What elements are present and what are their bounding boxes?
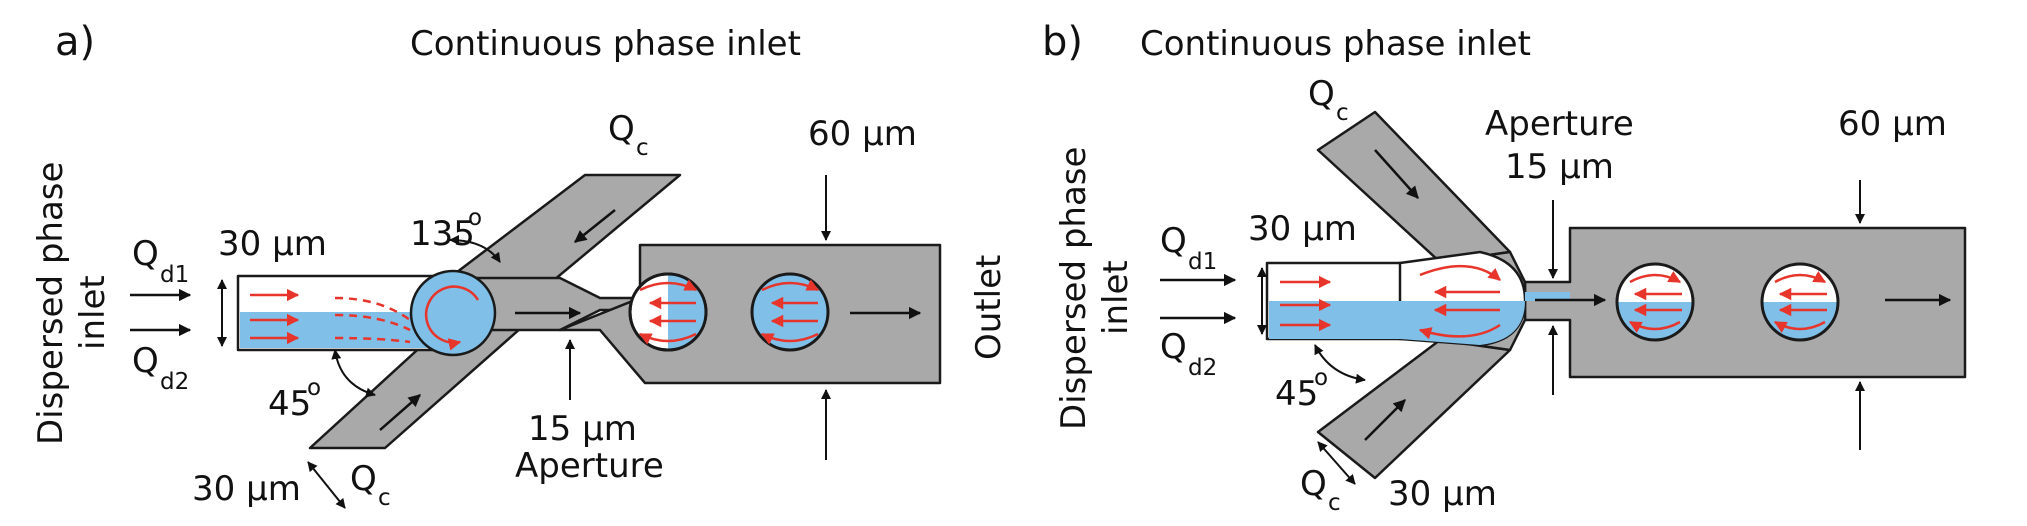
aperture-thread-b bbox=[1525, 292, 1570, 301]
dispersed-flow-arrows-b bbox=[1280, 264, 1501, 340]
recirculation-arrow bbox=[424, 285, 480, 351]
droplet-recirculation-arrows-b bbox=[1628, 271, 1827, 333]
outlet-channel-b bbox=[1523, 226, 1967, 379]
svg-text:d1: d1 bbox=[160, 262, 189, 288]
svg-text:Q: Q bbox=[608, 109, 635, 149]
continuous-phase-inlet-label-b: Continuous phase inlet bbox=[1140, 24, 1531, 64]
svg-text:d2: d2 bbox=[1188, 355, 1217, 381]
qc-upper-label-b: Q c bbox=[1308, 74, 1349, 126]
width-30um-bottom-label-b: 30 µm bbox=[1388, 474, 1497, 514]
panel-a: a) Continuous phase inlet bbox=[31, 19, 1009, 511]
qc-lower-label-b: Q c bbox=[1300, 464, 1341, 516]
aperture-label: Aperture bbox=[515, 446, 664, 486]
svg-text:135: 135 bbox=[410, 214, 475, 254]
svg-text:Dispersed phase: Dispersed phase bbox=[1054, 147, 1094, 430]
flow-direction-arrows-b bbox=[1160, 149, 1952, 441]
forming-droplet bbox=[409, 269, 497, 357]
svg-text:inlet: inlet bbox=[1096, 260, 1136, 335]
width-30um-top-label: 30 µm bbox=[218, 224, 327, 264]
droplet-recirculation-arrows bbox=[638, 279, 820, 345]
svg-text:c: c bbox=[636, 135, 649, 161]
dimension-arrows bbox=[217, 175, 831, 509]
svg-text:Q: Q bbox=[1300, 464, 1327, 504]
svg-text:c: c bbox=[1336, 100, 1349, 126]
channel-network bbox=[236, 173, 942, 450]
svg-text:Q: Q bbox=[132, 341, 159, 381]
dispersed-phase-fluid bbox=[240, 312, 434, 348]
width-30um-top-label-b: 30 µm bbox=[1248, 209, 1357, 249]
dispersed-phase-inlet-label-b: Dispersed phase inlet bbox=[1054, 147, 1136, 430]
svg-text:inlet: inlet bbox=[73, 275, 113, 350]
dispersed-phase-inlet-label: Dispersed phase inlet bbox=[31, 162, 113, 445]
svg-text:c: c bbox=[378, 485, 391, 511]
svg-text:Dispersed phase: Dispersed phase bbox=[31, 162, 71, 445]
svg-text:c: c bbox=[1328, 490, 1341, 516]
aperture-label-b: Aperture bbox=[1485, 104, 1634, 144]
svg-text:Q: Q bbox=[1160, 221, 1187, 261]
svg-text:Q: Q bbox=[132, 234, 159, 274]
aperture-width-label: 15 µm bbox=[528, 409, 637, 449]
width-30um-bottom-label: 30 µm bbox=[192, 469, 301, 509]
qd2-label-b: Q d2 bbox=[1160, 327, 1217, 381]
droplet-1 bbox=[628, 272, 708, 352]
svg-text:o: o bbox=[1314, 365, 1328, 391]
angle-45-label-b: 45 o bbox=[1275, 365, 1328, 414]
qd1-label: Q d1 bbox=[132, 234, 189, 288]
panel-a-label: a) bbox=[55, 19, 95, 65]
qd2-label: Q d2 bbox=[132, 341, 189, 395]
svg-text:Q: Q bbox=[1308, 74, 1335, 114]
continuous-phase-inlet-label: Continuous phase inlet bbox=[410, 24, 801, 64]
svg-text:d1: d1 bbox=[1188, 249, 1217, 275]
svg-text:Q: Q bbox=[350, 459, 377, 499]
outlet-label: Outlet bbox=[969, 255, 1009, 360]
dispersed-phase-fluid-b bbox=[1269, 301, 1525, 345]
svg-text:o: o bbox=[307, 375, 321, 401]
svg-text:d2: d2 bbox=[160, 369, 189, 395]
width-60um-label-b: 60 µm bbox=[1838, 104, 1947, 144]
svg-text:45: 45 bbox=[268, 384, 311, 424]
width-60um-label: 60 µm bbox=[808, 114, 917, 154]
qc-lower-label: Q c bbox=[350, 459, 391, 511]
flow-direction-arrows bbox=[130, 209, 922, 431]
angle-45-label: 45 o bbox=[268, 375, 321, 424]
qd1-label-b: Q d1 bbox=[1160, 221, 1217, 275]
panel-b-label: b) bbox=[1042, 19, 1083, 65]
angle-135-label: 135 o bbox=[410, 205, 482, 254]
svg-text:45: 45 bbox=[1275, 374, 1318, 414]
droplet-2 bbox=[750, 272, 830, 352]
dimension-arrows-b bbox=[1257, 180, 1865, 485]
svg-text:o: o bbox=[468, 205, 482, 231]
svg-text:Q: Q bbox=[1160, 327, 1187, 367]
qc-upper-label: Q c bbox=[608, 109, 649, 161]
continuous-channel-lower-b bbox=[1316, 338, 1512, 480]
dispersed-flow-arrows bbox=[250, 288, 411, 345]
panel-b: b) Continuous phase inlet bbox=[1042, 19, 1967, 516]
aperture-width-label-b: 15 µm bbox=[1505, 147, 1614, 187]
